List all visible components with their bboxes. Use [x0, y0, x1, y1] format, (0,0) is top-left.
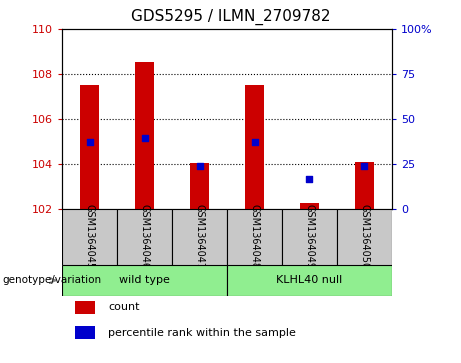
Text: GDS5295 / ILMN_2709782: GDS5295 / ILMN_2709782: [131, 9, 330, 25]
Bar: [80, 85, 99, 209]
Bar: [300, 203, 319, 209]
Bar: [190, 163, 209, 209]
Bar: [135, 62, 154, 209]
Text: genotype/variation: genotype/variation: [2, 276, 101, 285]
Text: GSM1364047: GSM1364047: [195, 204, 205, 269]
Bar: [76, 326, 95, 339]
Text: GSM1364050: GSM1364050: [360, 204, 369, 269]
Text: GSM1364048: GSM1364048: [249, 204, 260, 269]
FancyBboxPatch shape: [62, 265, 227, 296]
Point: [196, 163, 203, 169]
Text: percentile rank within the sample: percentile rank within the sample: [108, 328, 296, 338]
Text: count: count: [108, 302, 140, 312]
Point: [306, 176, 313, 182]
Text: KLHL40 null: KLHL40 null: [276, 276, 343, 285]
FancyBboxPatch shape: [117, 209, 172, 265]
FancyBboxPatch shape: [282, 209, 337, 265]
FancyBboxPatch shape: [227, 265, 392, 296]
Text: GSM1364045: GSM1364045: [85, 204, 95, 269]
Point: [141, 135, 148, 141]
Text: GSM1364049: GSM1364049: [304, 204, 314, 269]
Text: wild type: wild type: [119, 276, 170, 285]
Text: GSM1364046: GSM1364046: [140, 204, 150, 269]
Point: [251, 139, 258, 145]
Point: [361, 164, 368, 170]
FancyBboxPatch shape: [62, 209, 117, 265]
FancyBboxPatch shape: [227, 209, 282, 265]
Bar: [76, 301, 95, 314]
Bar: [355, 162, 374, 209]
FancyBboxPatch shape: [337, 209, 392, 265]
FancyBboxPatch shape: [172, 209, 227, 265]
Point: [86, 139, 94, 145]
Bar: [245, 85, 264, 209]
